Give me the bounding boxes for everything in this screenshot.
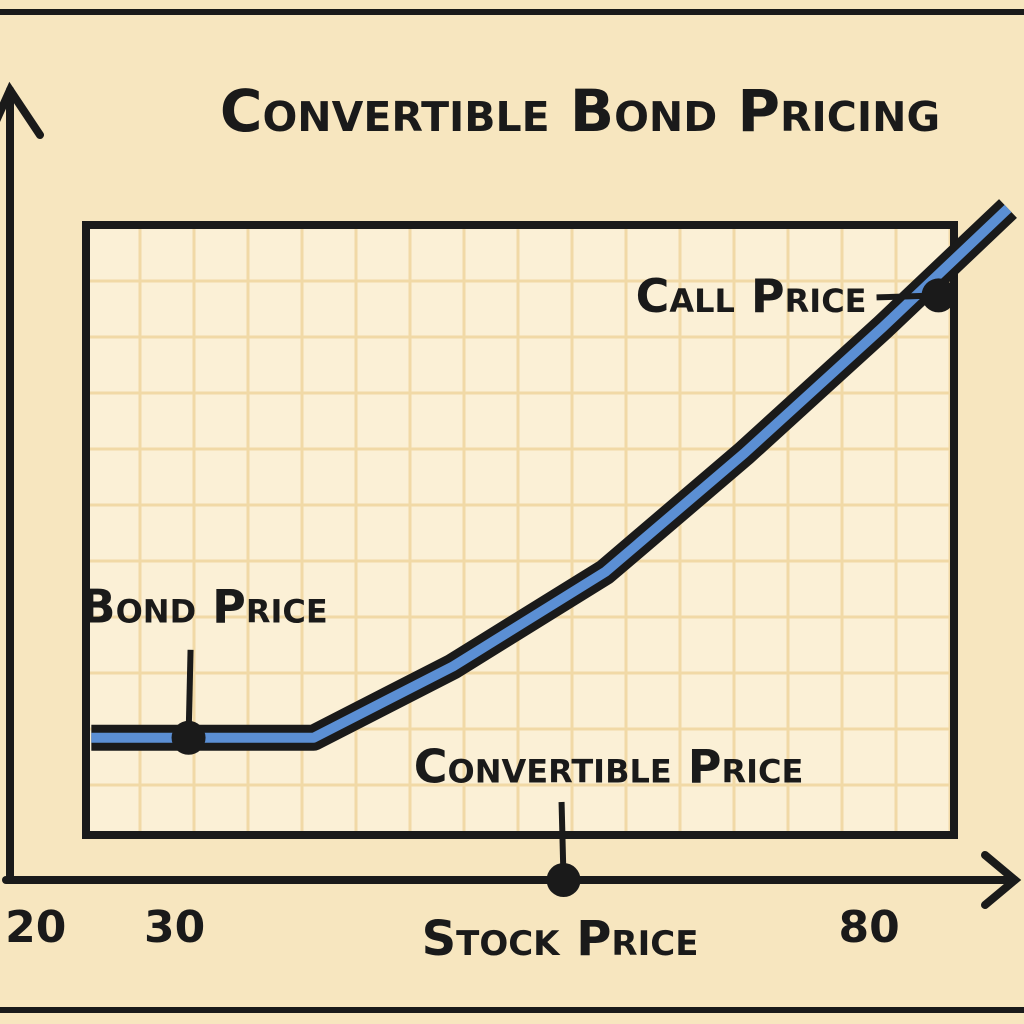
plot-box xyxy=(82,221,958,839)
x-tick-label: 20 xyxy=(5,902,66,953)
annotation-point xyxy=(546,863,581,897)
x-axis-label: Stock Price xyxy=(422,911,699,967)
x-axis-arrow xyxy=(981,851,1022,909)
annotation-point xyxy=(171,720,206,755)
y-axis-arrow xyxy=(0,81,44,139)
x-tick-label: 30 xyxy=(144,902,205,953)
annotation-point xyxy=(921,278,956,313)
x-tick-label: 80 xyxy=(838,902,899,953)
annotation-label: Bond Price xyxy=(81,579,328,633)
line xyxy=(91,204,1012,743)
annotation-label: Convertible Price xyxy=(414,740,804,794)
annotation-label: Call Price xyxy=(636,269,867,323)
chart-title: Convertible Bond Pricing xyxy=(220,77,940,145)
